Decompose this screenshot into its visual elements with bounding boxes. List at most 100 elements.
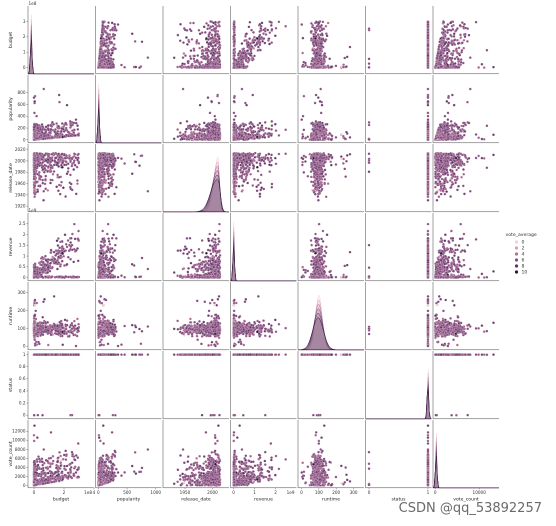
point — [206, 28, 209, 31]
point — [43, 88, 46, 91]
point — [108, 38, 111, 41]
point — [368, 58, 371, 61]
point — [317, 62, 320, 65]
point — [188, 127, 191, 130]
point — [442, 29, 445, 32]
point — [427, 21, 430, 24]
point — [300, 23, 303, 26]
point — [319, 54, 322, 57]
point — [243, 125, 246, 128]
point — [207, 24, 210, 27]
point — [319, 88, 322, 91]
point — [203, 136, 206, 139]
point — [443, 21, 446, 24]
point — [214, 21, 217, 24]
point — [201, 52, 204, 55]
point — [320, 112, 323, 115]
point — [237, 58, 240, 61]
point — [179, 122, 182, 125]
kde-curve-budget-vote-4 — [28, 25, 94, 74]
point — [112, 58, 115, 61]
point — [233, 23, 236, 26]
point — [250, 121, 253, 124]
point — [322, 21, 325, 24]
point — [101, 24, 104, 27]
point — [173, 57, 176, 60]
point — [441, 39, 444, 42]
point — [179, 131, 182, 134]
panel-budget-vs-runtime — [298, 6, 364, 74]
point — [449, 63, 452, 66]
point — [241, 61, 244, 64]
point — [320, 42, 323, 45]
point — [191, 64, 194, 67]
point — [212, 130, 215, 133]
point — [179, 23, 182, 26]
point — [249, 21, 252, 24]
point — [214, 44, 217, 47]
point — [335, 65, 338, 68]
point — [75, 118, 78, 121]
point — [104, 66, 107, 69]
point — [33, 100, 36, 103]
point — [216, 33, 219, 36]
point — [458, 53, 461, 56]
point — [451, 54, 454, 57]
point — [177, 34, 180, 37]
point — [317, 33, 320, 36]
point — [274, 123, 277, 126]
point — [198, 123, 201, 126]
point — [218, 54, 221, 57]
point — [123, 66, 126, 69]
point — [204, 55, 207, 58]
point — [232, 52, 235, 55]
point — [70, 135, 73, 138]
point — [193, 132, 196, 135]
point — [313, 52, 316, 55]
point — [245, 138, 248, 141]
point — [328, 132, 331, 135]
point — [315, 55, 318, 58]
point — [437, 48, 440, 51]
point — [36, 123, 39, 126]
point — [454, 43, 457, 46]
point — [209, 20, 212, 23]
point — [427, 48, 430, 51]
point — [182, 56, 185, 59]
point — [466, 40, 469, 43]
point — [455, 29, 458, 32]
point — [217, 35, 220, 38]
point — [278, 134, 281, 137]
point — [52, 123, 55, 126]
point — [302, 37, 305, 40]
point — [47, 136, 50, 139]
point — [446, 52, 449, 55]
panel-popularity-vs-budget: 0200400600800popularity — [8, 75, 94, 143]
point — [259, 135, 262, 138]
point — [303, 129, 306, 132]
point — [211, 45, 214, 48]
point — [427, 54, 430, 57]
point — [427, 39, 430, 42]
point — [109, 62, 112, 65]
point — [452, 50, 455, 53]
point — [270, 21, 273, 24]
point — [427, 44, 430, 47]
point — [214, 133, 217, 136]
point — [316, 48, 319, 51]
point — [36, 132, 39, 135]
point — [252, 40, 255, 43]
point — [195, 41, 198, 44]
point — [41, 123, 44, 126]
y-tick-label: 800 — [18, 90, 26, 95]
point — [302, 115, 305, 118]
point — [99, 55, 102, 58]
point — [50, 125, 53, 128]
point — [321, 34, 324, 37]
kde-curve-popularity-vote-4 — [96, 94, 162, 143]
point — [253, 137, 256, 140]
point — [64, 122, 67, 125]
point — [183, 52, 186, 55]
point — [238, 66, 241, 69]
point — [247, 57, 250, 60]
